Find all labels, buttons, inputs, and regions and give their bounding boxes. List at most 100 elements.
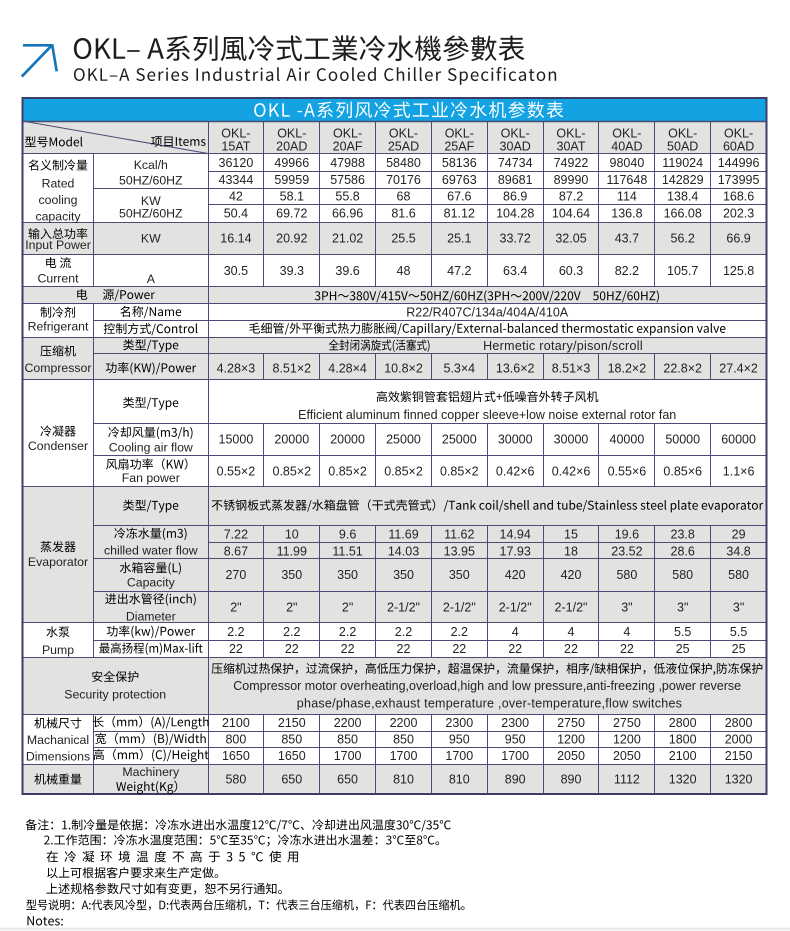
svg-text:OKL-: OKL- xyxy=(556,126,585,140)
svg-text:3": 3" xyxy=(733,600,744,614)
svg-text:21.02: 21.02 xyxy=(332,232,363,246)
svg-text:1200: 1200 xyxy=(613,732,641,746)
svg-text:OKL-: OKL- xyxy=(389,126,418,140)
svg-text:350: 350 xyxy=(449,568,470,582)
svg-text:63.4: 63.4 xyxy=(503,264,527,278)
svg-text:2100: 2100 xyxy=(222,716,250,730)
svg-text:14.94: 14.94 xyxy=(500,527,531,541)
svg-text:144996: 144996 xyxy=(718,156,760,170)
svg-text:74922: 74922 xyxy=(554,156,589,170)
svg-text:74734: 74734 xyxy=(498,156,533,170)
svg-text:60AD: 60AD xyxy=(723,139,754,153)
svg-text:cooling: cooling xyxy=(39,193,78,207)
svg-text:OKL-: OKL- xyxy=(501,126,530,140)
svg-text:47988: 47988 xyxy=(330,156,365,170)
svg-text:810: 810 xyxy=(449,772,470,786)
svg-text:82.2: 82.2 xyxy=(615,264,639,278)
svg-text:17.93: 17.93 xyxy=(500,544,531,558)
svg-text:1.1×6: 1.1×6 xyxy=(723,464,755,478)
svg-text:58480: 58480 xyxy=(386,156,421,170)
svg-text:49966: 49966 xyxy=(274,156,309,170)
svg-text:14.03: 14.03 xyxy=(388,544,419,558)
svg-text:420: 420 xyxy=(505,568,526,582)
svg-text:890: 890 xyxy=(561,772,582,786)
svg-text:25: 25 xyxy=(732,642,746,656)
svg-text:0.85×2: 0.85×2 xyxy=(440,464,479,478)
svg-text:Security protection: Security protection xyxy=(64,688,166,702)
svg-text:25AF: 25AF xyxy=(444,139,474,153)
svg-text:25000: 25000 xyxy=(442,432,477,446)
svg-text:420: 420 xyxy=(561,568,582,582)
svg-text:8.67: 8.67 xyxy=(224,544,248,558)
svg-text:800: 800 xyxy=(225,732,246,746)
svg-text:2200: 2200 xyxy=(334,716,362,730)
svg-text:22: 22 xyxy=(452,642,466,656)
svg-text:0.42×6: 0.42×6 xyxy=(496,464,535,478)
svg-text:43344: 43344 xyxy=(219,173,254,187)
svg-text:30AD: 30AD xyxy=(500,139,531,153)
svg-text:43.7: 43.7 xyxy=(615,232,639,246)
svg-text:60.3: 60.3 xyxy=(559,264,583,278)
svg-text:119024: 119024 xyxy=(662,156,703,170)
svg-text:950: 950 xyxy=(449,732,470,746)
svg-text:13.6×2: 13.6×2 xyxy=(496,362,535,376)
svg-text:4: 4 xyxy=(568,625,575,639)
svg-text:39.3: 39.3 xyxy=(280,264,304,278)
svg-text:15: 15 xyxy=(564,527,578,541)
svg-text:OKL-: OKL- xyxy=(724,126,753,140)
svg-text:2150: 2150 xyxy=(725,749,753,763)
svg-text:1700: 1700 xyxy=(390,749,418,763)
svg-text:3": 3" xyxy=(621,600,632,614)
svg-text:98040: 98040 xyxy=(610,156,645,170)
svg-text:1320: 1320 xyxy=(725,772,753,786)
svg-text:20000: 20000 xyxy=(274,432,309,446)
svg-text:2150: 2150 xyxy=(278,716,306,730)
svg-text:1650: 1650 xyxy=(278,749,306,763)
svg-text:1700: 1700 xyxy=(445,749,473,763)
svg-text:4: 4 xyxy=(623,625,630,639)
svg-text:890: 890 xyxy=(505,772,526,786)
svg-text:OKL-: OKL- xyxy=(668,126,697,140)
svg-text:3": 3" xyxy=(677,600,688,614)
svg-text:20000: 20000 xyxy=(330,432,365,446)
svg-text:33.72: 33.72 xyxy=(500,232,531,246)
svg-text:1700: 1700 xyxy=(501,749,529,763)
svg-text:11.51: 11.51 xyxy=(332,544,362,558)
svg-text:2.2: 2.2 xyxy=(451,625,468,639)
svg-text:OKL-: OKL- xyxy=(221,126,250,140)
svg-text:25000: 25000 xyxy=(386,432,421,446)
svg-text:60000: 60000 xyxy=(721,432,756,446)
svg-text:0.55×6: 0.55×6 xyxy=(608,464,647,478)
svg-text:1650: 1650 xyxy=(222,749,250,763)
svg-text:8.51×3: 8.51×3 xyxy=(552,362,591,376)
svg-text:Diameter: Diameter xyxy=(126,610,176,624)
svg-text:580: 580 xyxy=(672,568,693,582)
svg-text:810: 810 xyxy=(393,772,414,786)
svg-text:20AD: 20AD xyxy=(276,139,307,153)
svg-text:Dimensions: Dimensions xyxy=(26,749,90,763)
svg-text:350: 350 xyxy=(281,568,302,582)
svg-text:2750: 2750 xyxy=(613,716,641,730)
svg-text:50HZ/60HZ: 50HZ/60HZ xyxy=(119,173,183,187)
svg-text:168.6: 168.6 xyxy=(723,189,754,203)
svg-text:28.6: 28.6 xyxy=(671,544,695,558)
svg-text:25AD: 25AD xyxy=(388,139,419,153)
svg-text:40000: 40000 xyxy=(610,432,645,446)
svg-text:25: 25 xyxy=(676,642,690,656)
svg-text:25.5: 25.5 xyxy=(391,232,415,246)
svg-text:650: 650 xyxy=(281,772,302,786)
svg-text:2-1/2": 2-1/2" xyxy=(499,600,532,614)
svg-text:36120: 36120 xyxy=(219,156,254,170)
svg-text:29: 29 xyxy=(732,527,746,541)
svg-text:350: 350 xyxy=(337,568,358,582)
svg-text:Efficient aluminum finned copp: Efficient aluminum finned copper sleeve+… xyxy=(298,408,676,422)
svg-text:67.6: 67.6 xyxy=(447,189,471,203)
svg-text:16.14: 16.14 xyxy=(220,232,251,246)
svg-text:Evaporator: Evaporator xyxy=(28,555,88,569)
svg-text:OKL-: OKL- xyxy=(612,126,641,140)
svg-text:57586: 57586 xyxy=(330,173,365,187)
svg-text:Refrigerant: Refrigerant xyxy=(28,319,89,333)
svg-text:Capacity: Capacity xyxy=(127,576,176,590)
svg-text:81.12: 81.12 xyxy=(444,206,475,220)
svg-text:58136: 58136 xyxy=(442,156,477,170)
